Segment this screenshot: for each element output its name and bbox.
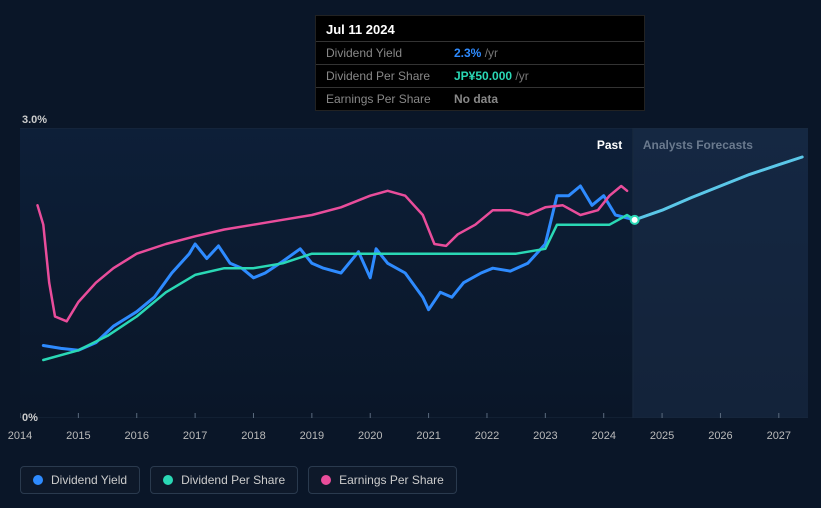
chart-tooltip: Jul 11 2024 Dividend Yield2.3% /yrDivide… <box>315 15 645 111</box>
legend-label: Dividend Yield <box>51 473 127 487</box>
x-tick-label: 2017 <box>183 430 207 442</box>
current-marker <box>631 216 639 224</box>
x-tick-label: 2021 <box>416 430 440 442</box>
legend-item-dividend-yield[interactable]: Dividend Yield <box>20 466 140 494</box>
past-region-label: Past <box>597 138 622 152</box>
chart-legend: Dividend Yield Dividend Per Share Earnings… <box>20 466 457 494</box>
legend-item-dividend-per-share[interactable]: Dividend Per Share <box>150 466 298 494</box>
chart-plot-area[interactable] <box>20 128 808 418</box>
y-tick-label: 0% <box>22 412 38 424</box>
x-tick-label: 2022 <box>475 430 499 442</box>
forecast-region-label: Analysts Forecasts <box>643 138 753 152</box>
legend-swatch <box>321 475 331 485</box>
tooltip-row-label: Dividend Yield <box>326 46 436 60</box>
tooltip-row-label: Dividend Per Share <box>326 69 436 83</box>
x-tick-label: 2019 <box>300 430 324 442</box>
tooltip-row: Earnings Per Share No data <box>316 87 644 110</box>
legend-swatch <box>33 475 43 485</box>
y-tick-label: 3.0% <box>22 114 47 126</box>
x-tick-label: 2014 <box>8 430 32 442</box>
x-tick-label: 2023 <box>533 430 557 442</box>
x-tick-label: 2025 <box>650 430 674 442</box>
tooltip-row: Dividend Yield 2.3% /yr <box>316 41 644 64</box>
legend-swatch <box>163 475 173 485</box>
x-tick-label: 2018 <box>241 430 265 442</box>
x-tick-label: 2015 <box>66 430 90 442</box>
dividend-chart: 0% 3.0% 2014 2015 2016 2017 2018 2019 2020 2021 2… <box>0 0 821 508</box>
legend-label: Dividend Per Share <box>181 473 285 487</box>
tooltip-row-value: 2.3% /yr <box>454 46 498 60</box>
tooltip-date: Jul 11 2024 <box>316 16 644 41</box>
tooltip-row-value: JP¥50.000 /yr <box>454 69 529 83</box>
tooltip-row-label: Earnings Per Share <box>326 92 436 106</box>
x-tick-label: 2024 <box>591 430 615 442</box>
legend-label: Earnings Per Share <box>339 473 444 487</box>
x-tick-label: 2020 <box>358 430 382 442</box>
x-tick-label: 2027 <box>767 430 791 442</box>
x-tick-label: 2016 <box>124 430 148 442</box>
tooltip-row-value: No data <box>454 92 498 106</box>
tooltip-row: Dividend Per Share JP¥50.000 /yr <box>316 64 644 87</box>
x-tick-label: 2026 <box>708 430 732 442</box>
legend-item-earnings-per-share[interactable]: Earnings Per Share <box>308 466 457 494</box>
